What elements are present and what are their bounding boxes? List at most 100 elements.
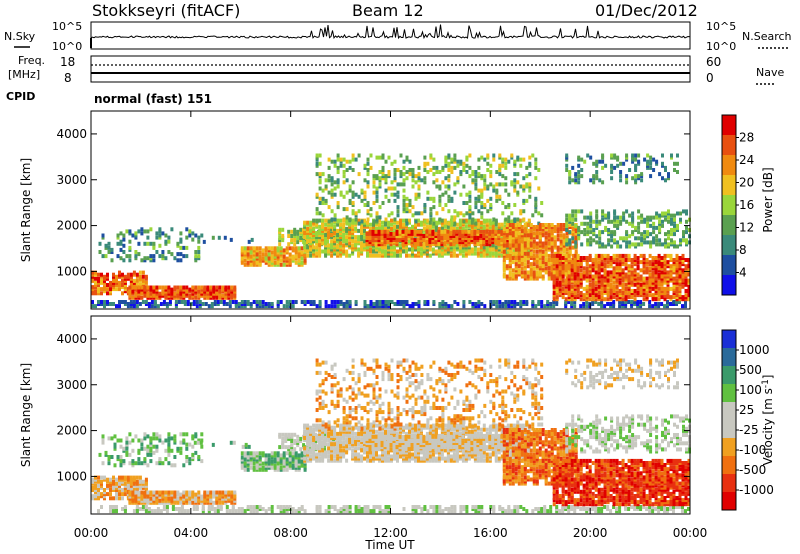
power-cell bbox=[603, 272, 607, 277]
power-cell bbox=[294, 300, 298, 304]
power-cell bbox=[351, 157, 355, 162]
power-cell bbox=[579, 304, 583, 309]
power-cell bbox=[393, 253, 396, 258]
power-cell bbox=[327, 224, 331, 229]
power-cell bbox=[121, 291, 124, 296]
power-cell bbox=[396, 213, 400, 218]
power-cell bbox=[574, 227, 578, 232]
velocity-cell bbox=[123, 509, 127, 514]
power-cell bbox=[371, 231, 375, 236]
power-cell bbox=[651, 264, 655, 269]
power-cell bbox=[510, 180, 514, 185]
power-cell bbox=[544, 253, 548, 258]
power-cell bbox=[508, 270, 512, 275]
power-cell bbox=[278, 227, 282, 232]
power-cell bbox=[345, 207, 349, 212]
power-cell bbox=[143, 229, 147, 234]
power-cell bbox=[646, 240, 650, 245]
power-cell bbox=[378, 205, 382, 210]
power-cell bbox=[595, 209, 599, 214]
power-cell bbox=[504, 304, 508, 309]
power-cell bbox=[91, 270, 94, 275]
power-cell bbox=[589, 215, 593, 220]
power-cell bbox=[485, 242, 489, 247]
power-cell bbox=[312, 231, 316, 235]
power-cell bbox=[321, 241, 325, 246]
velocity-cell bbox=[507, 509, 511, 514]
power-cell bbox=[446, 224, 450, 229]
power-cell bbox=[395, 234, 399, 238]
power-cell bbox=[612, 256, 616, 260]
power-cell bbox=[296, 240, 300, 245]
colorbar-tick-label: 12 bbox=[739, 221, 754, 235]
power-cell bbox=[152, 245, 156, 250]
power-cell bbox=[552, 280, 556, 285]
power-cell bbox=[649, 165, 653, 170]
power-cell bbox=[315, 231, 319, 235]
power-cell bbox=[567, 260, 571, 265]
power-cell bbox=[471, 217, 475, 222]
power-cell bbox=[324, 233, 328, 237]
power-cell bbox=[523, 262, 527, 267]
power-cell bbox=[685, 219, 688, 224]
power-cell bbox=[327, 251, 331, 256]
power-cell bbox=[601, 211, 605, 216]
velocity-cell bbox=[180, 505, 184, 509]
power-cell bbox=[523, 227, 527, 232]
power-cell bbox=[161, 231, 165, 236]
power-cell bbox=[687, 289, 691, 293]
power-cell bbox=[627, 276, 631, 281]
power-cell bbox=[571, 231, 575, 236]
power-cell bbox=[610, 234, 614, 239]
power-cell bbox=[615, 266, 619, 271]
power-cell bbox=[434, 242, 438, 247]
power-cell bbox=[594, 293, 598, 298]
power-cell bbox=[561, 295, 565, 300]
velocity-cell bbox=[153, 509, 157, 514]
power-cell bbox=[597, 286, 601, 291]
power-cell bbox=[565, 223, 569, 228]
velocity-cell bbox=[315, 505, 319, 509]
power-cell bbox=[425, 242, 429, 247]
power-cell bbox=[532, 256, 536, 260]
velocity-cell bbox=[414, 509, 418, 514]
power-cell bbox=[224, 287, 228, 292]
power-cell bbox=[464, 224, 468, 229]
power-cell bbox=[516, 190, 520, 195]
velocity-cell bbox=[186, 509, 190, 514]
power-cell bbox=[508, 243, 512, 248]
power-cell bbox=[663, 280, 667, 285]
power-cell bbox=[303, 235, 307, 240]
power-cell bbox=[194, 287, 198, 292]
power-cell bbox=[634, 163, 638, 168]
power-cell bbox=[598, 230, 602, 235]
velocity-cell bbox=[207, 505, 211, 509]
power-cell bbox=[315, 247, 319, 252]
power-cell bbox=[618, 264, 622, 269]
power-cell bbox=[94, 289, 97, 294]
power-cell bbox=[152, 285, 156, 290]
power-cell bbox=[324, 247, 328, 252]
power-cell bbox=[619, 219, 623, 224]
power-cell bbox=[585, 272, 589, 277]
power-cell bbox=[637, 174, 641, 179]
velocity-cell bbox=[297, 507, 301, 511]
velocity-cell bbox=[498, 505, 502, 509]
power-cell bbox=[432, 196, 436, 201]
velocity-cell bbox=[91, 477, 94, 482]
power-cell bbox=[413, 238, 417, 243]
power-cell bbox=[645, 276, 649, 281]
power-cell bbox=[565, 217, 569, 222]
power-cell bbox=[167, 287, 171, 292]
power-cell bbox=[447, 174, 451, 179]
velocity-cell bbox=[477, 509, 481, 514]
power-cell bbox=[390, 218, 393, 223]
power-cell bbox=[624, 272, 628, 277]
power-cell bbox=[538, 253, 542, 258]
power-cell bbox=[544, 231, 548, 236]
power-cell bbox=[375, 253, 378, 258]
power-cell bbox=[351, 220, 355, 225]
power-cell bbox=[297, 254, 301, 259]
power-cell bbox=[531, 213, 535, 218]
power-cell bbox=[252, 250, 256, 255]
